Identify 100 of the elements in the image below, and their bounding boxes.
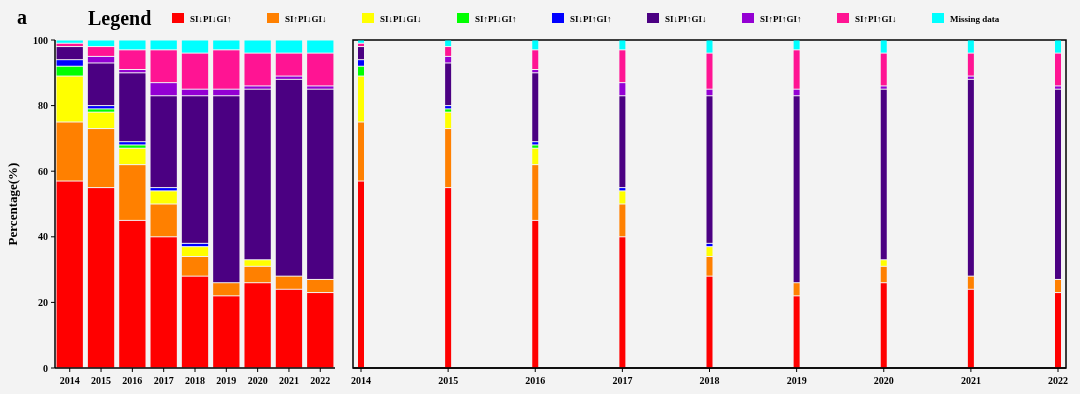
y-tick-label: 40 [38,231,48,243]
bar [1055,279,1061,293]
x-tick-label: 2018 [185,375,205,386]
x-tick-label: 2020 [247,375,268,386]
bar [358,76,364,122]
bar [793,296,800,368]
bar [275,276,303,289]
bar [445,40,452,47]
x-tick-label: 2015 [91,375,112,386]
bar [619,237,626,368]
bar [532,220,539,368]
bar [307,89,334,279]
bar [275,289,303,368]
bar [445,56,452,63]
bar [56,122,83,181]
bar [706,53,713,89]
bar [880,266,887,283]
bar [532,40,539,50]
bar [619,191,626,204]
bar [967,79,974,276]
bar [358,60,364,66]
bar [967,40,974,53]
bar [150,237,177,368]
x-tick-label: 2021 [960,375,981,386]
bar [244,89,271,260]
bar [244,53,271,86]
bar [706,276,713,368]
bar [793,89,800,96]
bar [119,70,146,73]
legend-title: Legend [88,7,152,30]
x-tick-label: 2017 [612,375,633,386]
legend-label: SI↑PI↑GI↓ [855,14,897,24]
bar [181,40,209,53]
bar [619,50,626,83]
bar [56,181,83,368]
bar [880,40,887,53]
bar [87,112,115,129]
bar [150,204,177,237]
bar [880,283,887,368]
bar [275,40,303,53]
bar [56,66,83,76]
bar [56,76,83,122]
bar [275,53,303,76]
bar [619,83,626,96]
y-tick-label: 0 [43,362,48,374]
bar [119,165,146,220]
bar [119,220,146,368]
bar [619,96,626,188]
bar [706,89,713,96]
x-tick-label: 2019 [216,375,237,386]
bar [150,50,177,83]
bar [307,40,334,53]
bar [967,53,974,76]
bar [213,283,240,296]
bar [150,83,177,96]
x-tick-label: 2019 [786,375,807,386]
bar [119,73,146,142]
x-tick-label: 2022 [310,375,331,386]
bar [244,266,271,283]
x-tick-label: 2022 [1048,375,1068,386]
bar [532,73,539,142]
bar [445,129,452,188]
x-tick-label: 2015 [438,375,459,386]
bar [244,40,271,53]
bar [275,79,303,276]
bar [706,256,713,276]
bar [358,122,364,181]
bar [150,191,177,204]
bar [181,96,209,243]
x-tick-label: 2020 [873,375,894,386]
bar [87,63,115,106]
bar [358,66,364,76]
x-tick-label: 2018 [699,375,720,386]
legend-label: SI↓PI↑GI↓ [665,14,707,24]
bar [213,296,240,368]
bar [244,283,271,368]
bar [307,279,334,293]
bar [793,50,800,89]
bar [967,276,974,289]
bar [532,50,539,70]
bar [56,47,83,60]
bar [87,129,115,188]
bar [358,47,364,60]
bar [445,63,452,106]
bar [1055,86,1061,89]
bar [307,293,334,368]
bar [358,181,364,368]
bar [880,89,887,260]
bar [880,86,887,89]
bar [1055,293,1061,368]
bar [213,50,240,89]
bar [244,260,271,266]
bar [181,53,209,89]
legend-label: SI↓PI↓GI↓ [380,14,422,24]
bar [793,40,800,50]
x-tick-label: 2014 [59,375,80,386]
bar [150,96,177,188]
bar [706,40,713,53]
bar [967,289,974,368]
bar [244,86,271,89]
